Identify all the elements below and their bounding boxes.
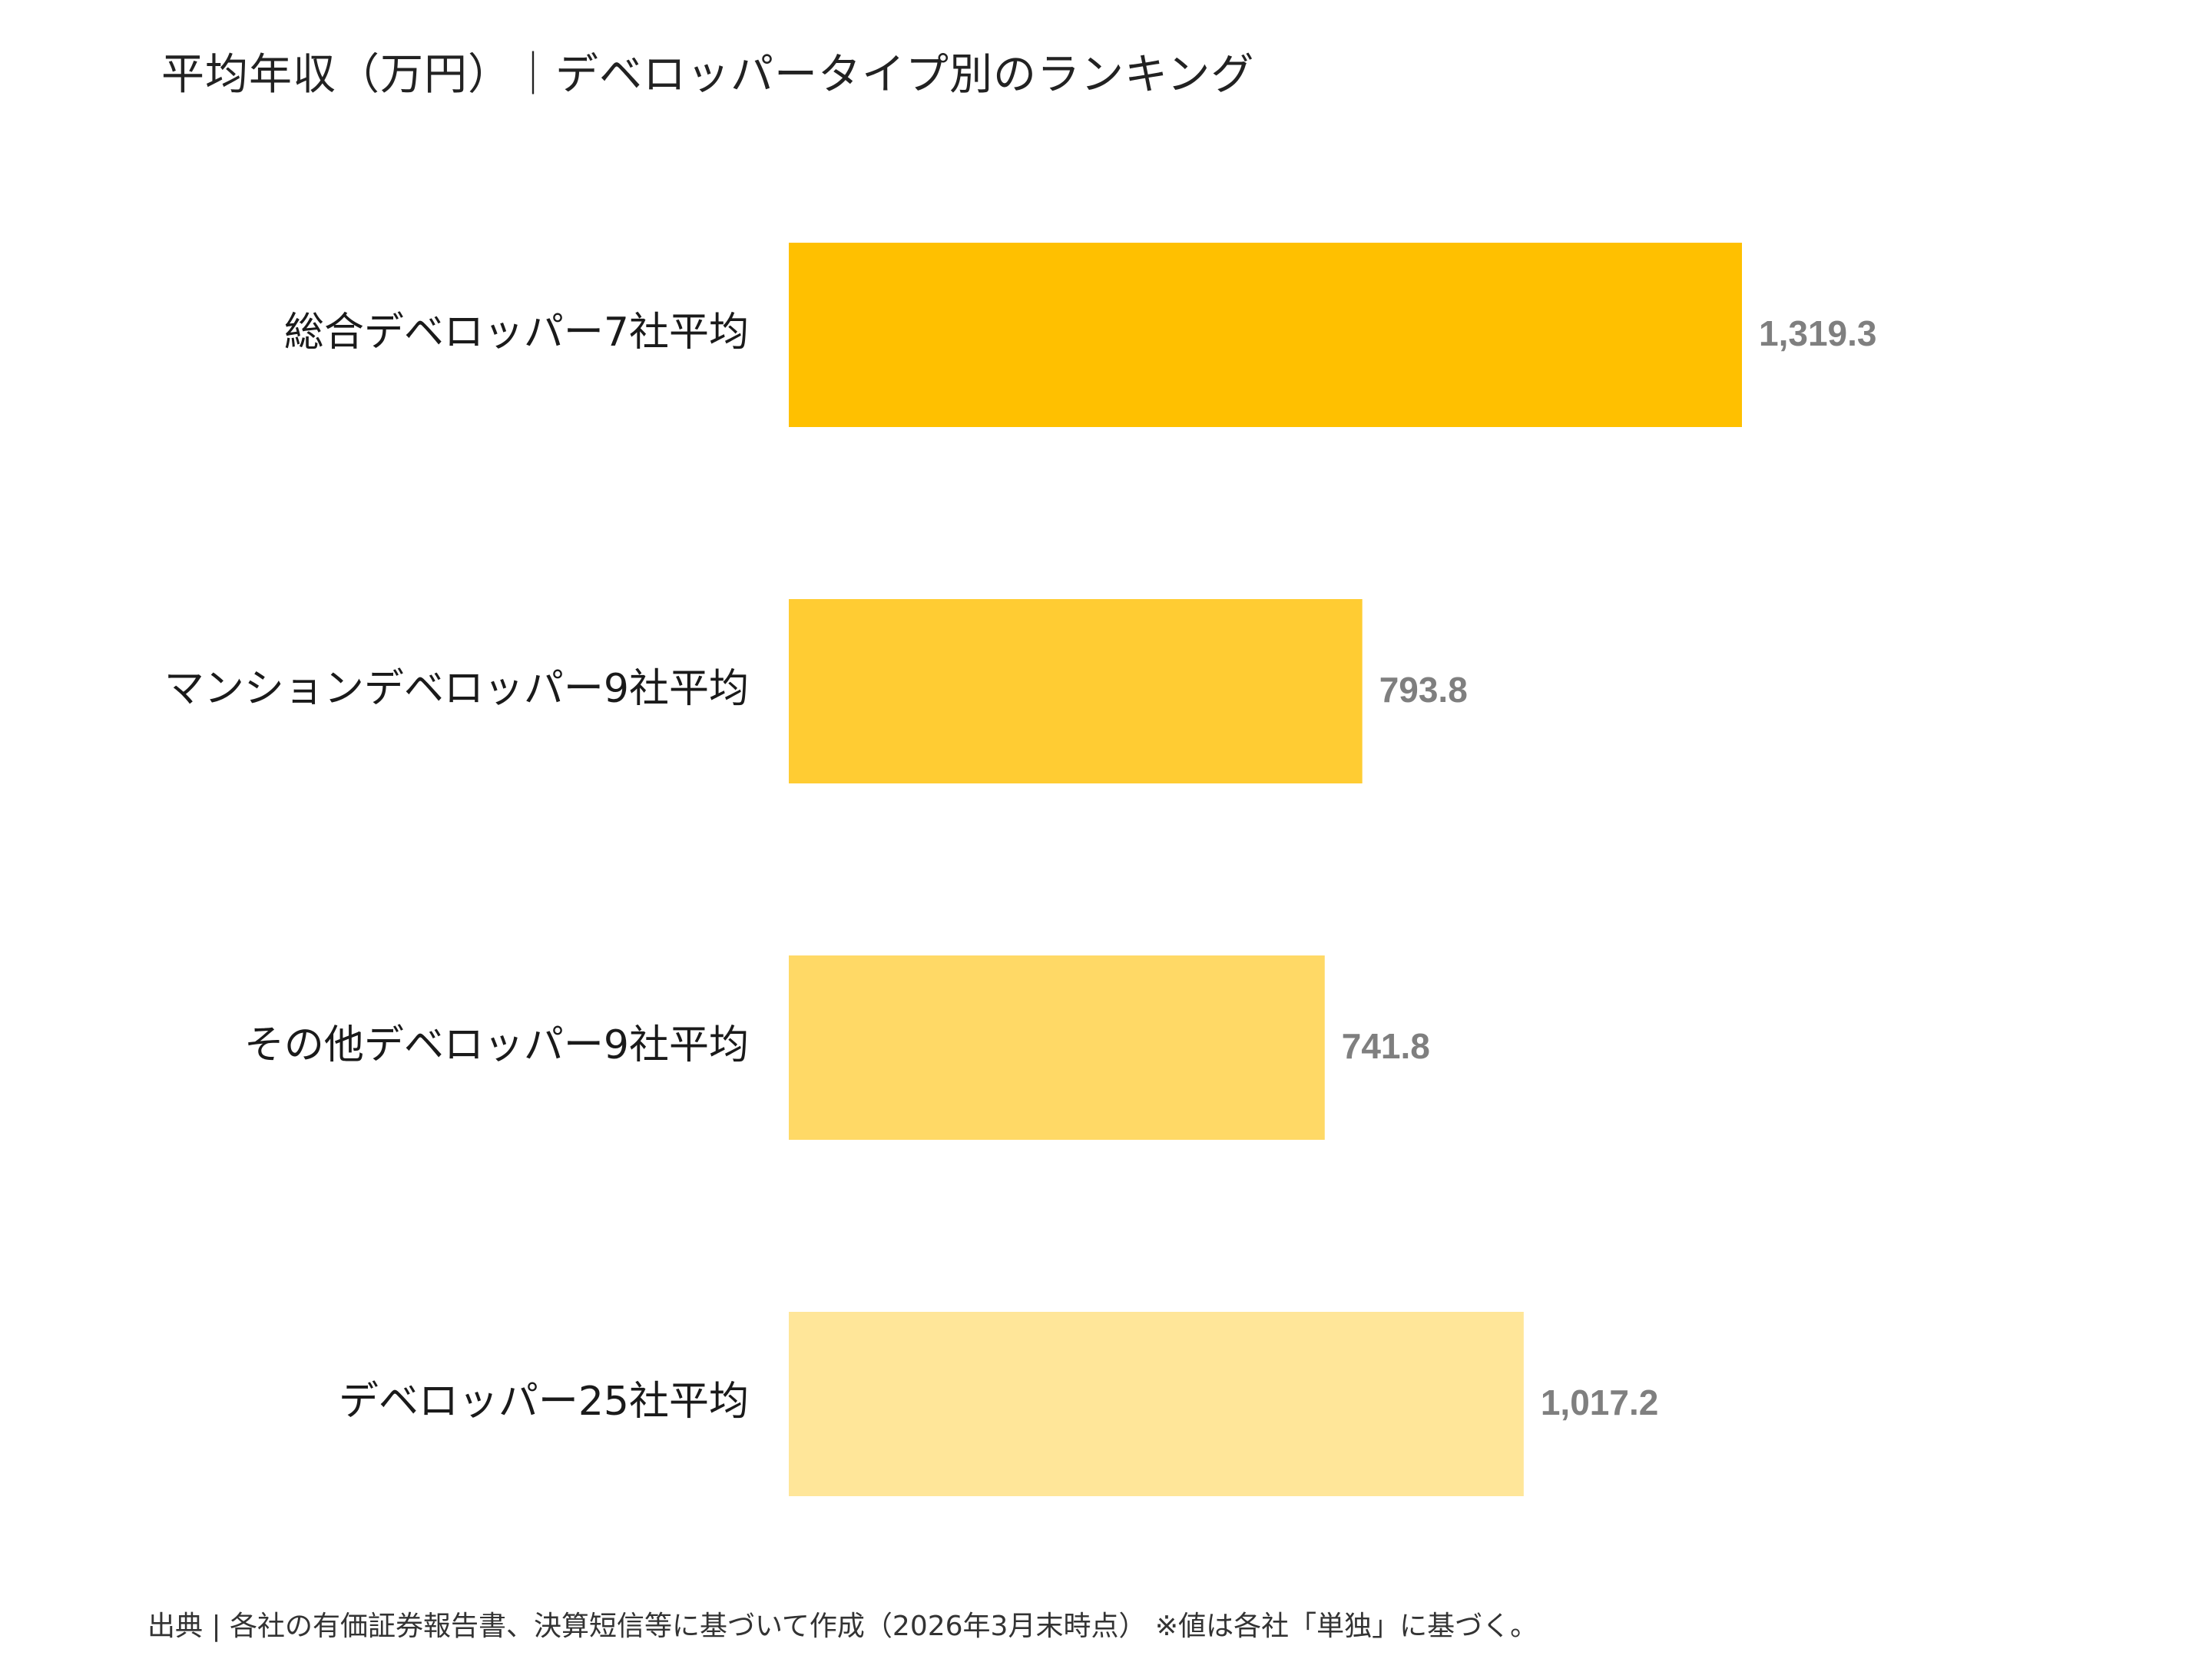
category-label-1: 総合デベロッパー7社平均 xyxy=(284,310,749,356)
bar-3 xyxy=(789,955,1325,1140)
value-label-3: 741.8 xyxy=(1342,1026,1430,1066)
category-label-4: デベロッパー25社平均 xyxy=(339,1379,749,1425)
bar-1 xyxy=(789,243,1742,427)
source-note: 出典 | 各社の有価証券報告書、決算短信等に基づいて作成（2026年3月末時点）… xyxy=(147,1611,1538,1642)
chart-title: 平均年収（万円）｜デベロッパータイプ別のランキング xyxy=(161,50,1255,100)
value-label-4: 1,017.2 xyxy=(1541,1382,1658,1422)
value-labels-group: 1,319.3 793.8 741.8 1,017.2 xyxy=(1342,313,1877,1422)
category-label-2: マンションデベロッパー9社平均 xyxy=(164,666,749,712)
value-label-1: 1,319.3 xyxy=(1759,313,1876,353)
bars-group xyxy=(789,243,1742,1496)
category-label-3: その他デベロッパー9社平均 xyxy=(244,1022,749,1068)
value-label-2: 793.8 xyxy=(1379,670,1468,710)
bar-2 xyxy=(789,599,1363,783)
bar-4 xyxy=(789,1312,1524,1496)
category-labels-group: 総合デベロッパー7社平均マンションデベロッパー9社平均その他デベロッパー9社平均… xyxy=(164,310,749,1425)
